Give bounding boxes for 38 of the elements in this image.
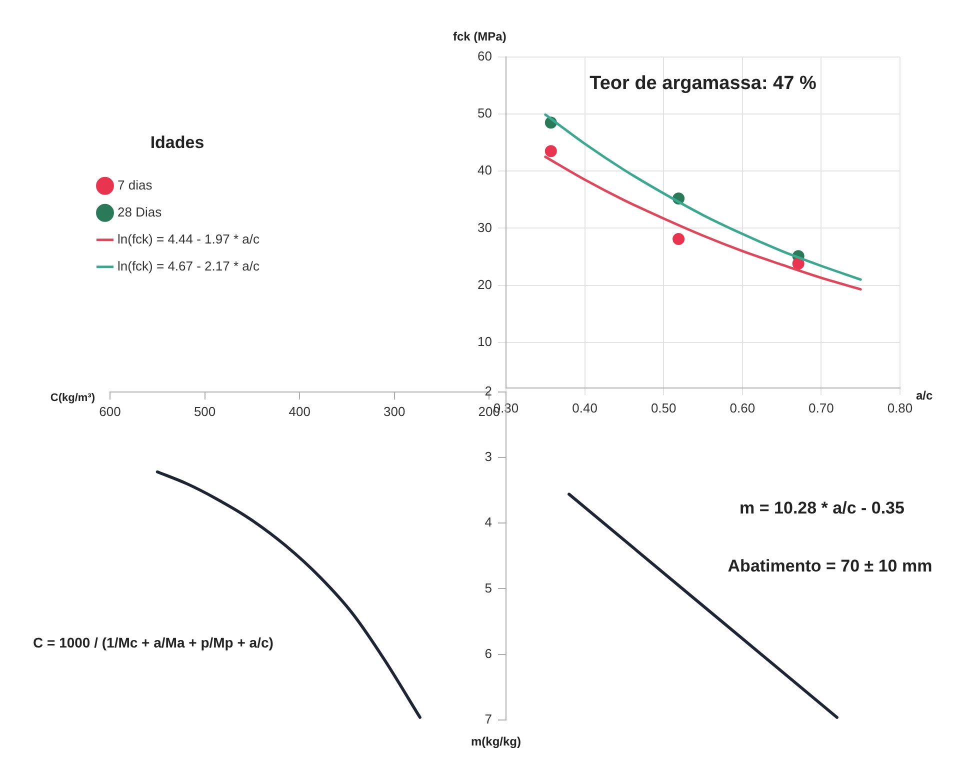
x-axis-title: a/c bbox=[916, 388, 934, 402]
annotation: Abatimento = 70 ± 10 mm bbox=[728, 556, 932, 576]
annotation: m = 10.28 * a/c - 0.35 bbox=[740, 498, 904, 518]
y-tick-label: 50 bbox=[478, 106, 492, 121]
x-tick-label: 0.60 bbox=[730, 400, 756, 416]
y-tick-label: 5 bbox=[484, 580, 492, 596]
y-tick-label: 20 bbox=[478, 276, 492, 292]
x-tick-label: 0.70 bbox=[808, 400, 834, 416]
y-tick-label: 3 bbox=[484, 449, 492, 464]
x-tick-label: 300 bbox=[384, 404, 406, 420]
y-tick-label: 6 bbox=[484, 646, 492, 661]
x-tick-label: 400 bbox=[288, 404, 310, 420]
point bbox=[672, 233, 685, 246]
y-tick-label: 30 bbox=[478, 220, 492, 235]
point bbox=[792, 258, 804, 270]
legend-label: 7 dias bbox=[118, 177, 153, 192]
x-tick-label: 0.80 bbox=[887, 400, 913, 416]
x-tick-label: 600 bbox=[99, 404, 121, 420]
y-tick-label: 60 bbox=[478, 48, 492, 64]
legend-label: 28 Dias bbox=[118, 204, 162, 220]
x-tick-label: 0.50 bbox=[650, 400, 676, 416]
y-tick-label: 40 bbox=[478, 162, 492, 178]
legend-label: ln(fck) = 4.44 - 1.97 * a/c bbox=[118, 231, 260, 246]
annotation: Teor de argamassa: 47 % bbox=[590, 73, 816, 94]
x-tick-label: 0.40 bbox=[572, 400, 598, 416]
y-tick-label: 2 bbox=[484, 383, 492, 398]
y-tick-label: 7 bbox=[484, 712, 492, 727]
y-tick-label: 10 bbox=[478, 334, 492, 349]
legend-title: Idades bbox=[150, 133, 204, 152]
annotation: C = 1000 / (1/Mc + a/Ma + p/Mp + a/c) bbox=[33, 634, 274, 651]
line-series bbox=[544, 113, 862, 281]
legend-label: ln(fck) = 4.67 - 2.17 * a/c bbox=[118, 258, 260, 274]
y-axis-title: m(kg/kg) bbox=[471, 734, 522, 748]
point bbox=[544, 145, 557, 158]
y-axis-title: fck (MPa) bbox=[453, 29, 506, 44]
y-tick-label: 4 bbox=[484, 514, 492, 530]
x-axis-title: C(kg/m³) bbox=[50, 392, 96, 404]
x-tick-label: 500 bbox=[194, 404, 216, 420]
